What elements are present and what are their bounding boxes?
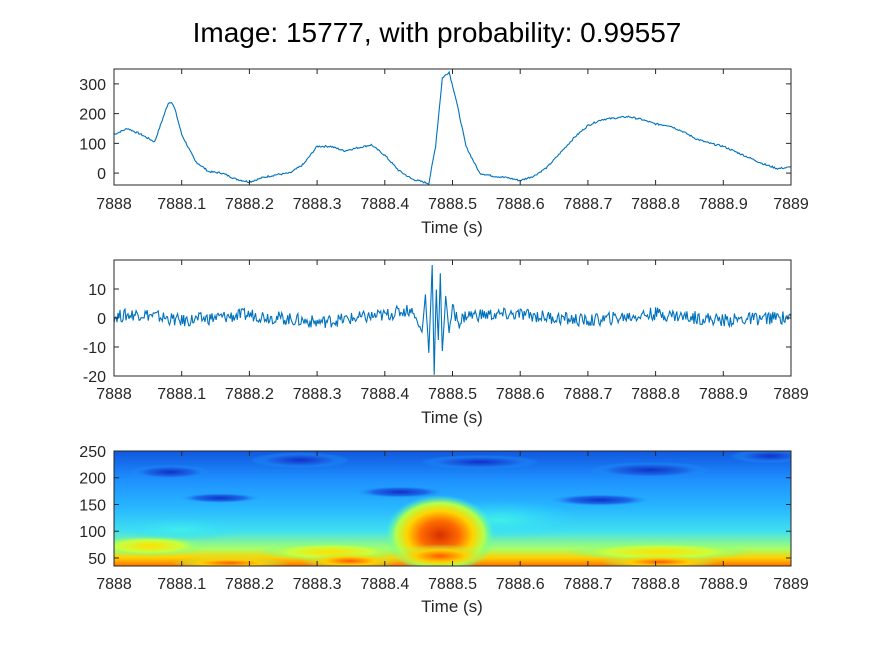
spectrogram-xlabel: Time (s) [421, 597, 483, 616]
raw-signal-xtick-label: 7889 [773, 196, 809, 213]
raw-signal-xlabel: Time (s) [421, 218, 483, 237]
raw-signal-ytick-label: 200 [79, 107, 106, 124]
spectrogram-xtick-label: 7888.9 [699, 576, 748, 593]
spectrogram-ytick-label: 250 [79, 444, 106, 461]
raw-signal-ytick-label: 0 [97, 166, 106, 183]
filtered-signal-ytick-label: -20 [83, 369, 106, 386]
spectrogram-xtick-label: 7888 [96, 576, 132, 593]
raw-signal-xtick-label: 7888.4 [360, 196, 409, 213]
raw-signal-panel: 7888 7888.1 7888.2 7888.3 7888.4 7888.5 7888.6… [79, 68, 809, 237]
spectrogram-xtick-label: 7888.8 [631, 576, 680, 593]
spectrogram-xtick-label: 7888.2 [225, 576, 274, 593]
filtered-signal-xlabel: Time (s) [421, 408, 483, 427]
spectrogram-ytick-label: 200 [79, 471, 106, 488]
filtered-signal-xtick-label: 7888.1 [157, 386, 206, 403]
raw-signal-xtick-label: 7888.6 [496, 196, 545, 213]
filtered-signal-xtick-label: 7888.5 [428, 386, 477, 403]
spectrogram-ytick-label: 150 [79, 497, 106, 514]
raw-signal-xtick-label: 7888.7 [563, 196, 612, 213]
raw-signal-ytick-label: 300 [79, 77, 106, 94]
filtered-signal-xtick-label: 7888.4 [360, 386, 409, 403]
raw-signal-xtick-label: 7888.2 [225, 196, 274, 213]
spectrogram-xtick-label: 7888.3 [293, 576, 342, 593]
raw-signal-xtick-label: 7888.5 [428, 196, 477, 213]
filtered-signal-ytick-label: 10 [88, 282, 106, 299]
spectrogram-image [114, 451, 791, 566]
filtered-signal-xtick-label: 7888.3 [293, 386, 342, 403]
filtered-signal-xtick-label: 7888.6 [496, 386, 545, 403]
filtered-signal-line [114, 264, 791, 375]
filtered-signal-xtick-label: 7888.9 [699, 386, 748, 403]
spectrogram-xtick-label: 7888.5 [428, 576, 477, 593]
raw-signal-line [114, 70, 791, 185]
filtered-signal-xtick-label: 7888.7 [563, 386, 612, 403]
spectrogram-ytick-label: 100 [79, 524, 106, 541]
spectrogram-xtick-label: 7888.6 [496, 576, 545, 593]
raw-signal-xtick-label: 7888.9 [699, 196, 748, 213]
filtered-signal-xtick-label: 7888 [96, 386, 132, 403]
filtered-signal-xtick-label: 7889 [773, 386, 809, 403]
spectrogram-ticks: 7888 7888.1 7888.2 7888.3 7888.4 7888.5 7888.6… [79, 444, 809, 593]
spectrogram-panel: 7888 7888.1 7888.2 7888.3 7888.4 7888.5 7888.6… [79, 444, 809, 616]
filtered-signal-xtick-label: 7888.8 [631, 386, 680, 403]
filtered-signal-ticks: 7888 7888.1 7888.2 7888.3 7888.4 7888.5 7888.6… [83, 260, 809, 403]
raw-signal-ticks: 7888 7888.1 7888.2 7888.3 7888.4 7888.5 7888.6… [79, 69, 809, 213]
raw-signal-xtick-label: 7888 [96, 196, 132, 213]
filtered-signal-panel: 7888 7888.1 7888.2 7888.3 7888.4 7888.5 7888.6… [83, 259, 809, 427]
raw-signal-xtick-label: 7888.8 [631, 196, 680, 213]
figure-title: Image: 15777, with probability: 0.99557 [193, 17, 682, 48]
raw-signal-xtick-label: 7888.1 [157, 196, 206, 213]
filtered-signal-ytick-label: 0 [97, 311, 106, 328]
raw-signal-xtick-label: 7888.3 [293, 196, 342, 213]
filtered-signal-ytick-label: -10 [83, 340, 106, 357]
spectrogram-ytick-label: 50 [88, 551, 106, 568]
spectrogram-xtick-label: 7888.7 [563, 576, 612, 593]
spectrogram-xtick-label: 7888.1 [157, 576, 206, 593]
spectrogram-xtick-label: 7889 [773, 576, 809, 593]
raw-signal-ytick-label: 100 [79, 136, 106, 153]
spectrogram-xtick-label: 7888.4 [360, 576, 409, 593]
filtered-signal-xtick-label: 7888.2 [225, 386, 274, 403]
